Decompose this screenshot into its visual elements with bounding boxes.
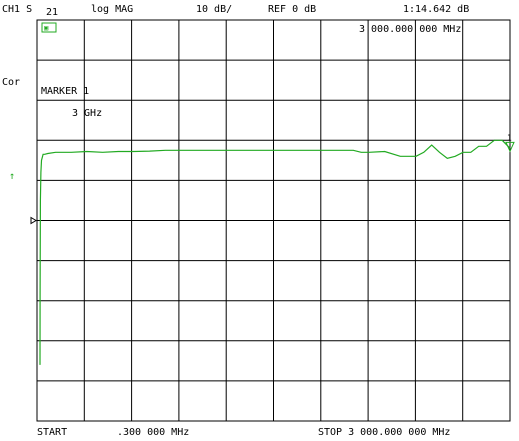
marker-readout: 1:14.642 dB <box>403 4 470 15</box>
correction-badge: ▣ <box>41 22 57 33</box>
marker-1-number: 1 <box>507 133 512 142</box>
channel-label: CH1 S <box>2 4 33 15</box>
start-value: .300 000 MHz <box>117 427 190 438</box>
correction-label: Cor <box>2 77 21 88</box>
marker-box-title: MARKER 1 <box>41 86 90 97</box>
stop-label: STOP 3 000.000 000 MHz <box>318 427 451 438</box>
s-parameter-label: 21 <box>46 7 59 18</box>
marker-1-triangle[interactable] <box>505 141 515 153</box>
format-label: log MAG <box>91 4 134 15</box>
reference-level-marker <box>30 216 37 225</box>
plot-grid <box>37 20 510 421</box>
start-label: START <box>37 427 68 438</box>
marker-box-frequency: 3 GHz <box>72 108 103 119</box>
reference-label: REF 0 dB <box>268 4 317 15</box>
svg-text:▣: ▣ <box>44 24 48 32</box>
scale-label: 10 dB/ <box>196 4 233 15</box>
marker-frequency-readout: 3 000.000 000 MHz <box>359 24 462 35</box>
reference-arrow-icon: ↑ <box>9 171 16 182</box>
trace-line <box>39 139 511 365</box>
